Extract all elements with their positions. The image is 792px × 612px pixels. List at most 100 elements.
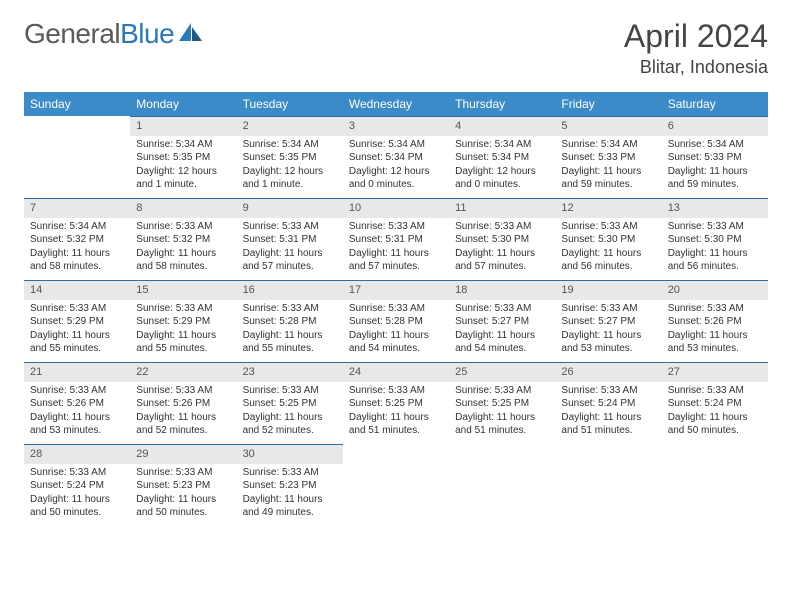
logo-sail-icon (178, 21, 204, 48)
month-title: April 2024 (624, 18, 768, 55)
calendar-cell: 10 Sunrise: 5:33 AMSunset: 5:31 PMDayligh… (343, 198, 449, 280)
logo-text-blue: Blue (120, 18, 174, 49)
sunset-text: Sunset: 5:34 PM (349, 151, 443, 165)
weekday-header: Saturday (662, 92, 768, 116)
sunrise-text: Sunrise: 5:33 AM (349, 302, 443, 316)
daylight-text: Daylight: 11 hours and 59 minutes. (561, 165, 655, 192)
sunrise-text: Sunrise: 5:33 AM (668, 220, 762, 234)
sunset-text: Sunset: 5:30 PM (455, 233, 549, 247)
daylight-text: Daylight: 11 hours and 52 minutes. (243, 411, 337, 438)
sunset-text: Sunset: 5:31 PM (349, 233, 443, 247)
day-body: Sunrise: 5:33 AMSunset: 5:29 PMDaylight:… (130, 300, 236, 360)
day-number: 26 (555, 362, 661, 382)
day-body: Sunrise: 5:34 AMSunset: 5:32 PMDaylight:… (24, 218, 130, 278)
day-body: Sunrise: 5:33 AMSunset: 5:24 PMDaylight:… (24, 464, 130, 524)
daylight-text: Daylight: 11 hours and 55 minutes. (243, 329, 337, 356)
weekday-header: Sunday (24, 92, 130, 116)
sunrise-text: Sunrise: 5:33 AM (243, 384, 337, 398)
daylight-text: Daylight: 11 hours and 50 minutes. (136, 493, 230, 520)
day-number: 24 (343, 362, 449, 382)
location: Blitar, Indonesia (624, 57, 768, 78)
daylight-text: Daylight: 11 hours and 56 minutes. (561, 247, 655, 274)
calendar-cell: 26Sunrise: 5:33 AMSunset: 5:24 PMDayligh… (555, 362, 661, 444)
calendar-week: 1Sunrise: 5:34 AMSunset: 5:35 PMDaylight… (24, 116, 768, 198)
calendar-cell: 12Sunrise: 5:33 AMSunset: 5:30 PMDayligh… (555, 198, 661, 280)
sunset-text: Sunset: 5:29 PM (30, 315, 124, 329)
daylight-text: Daylight: 11 hours and 54 minutes. (455, 329, 549, 356)
sunrise-text: Sunrise: 5:34 AM (455, 138, 549, 152)
day-body: Sunrise: 5:33 AMSunset: 5:26 PMDaylight:… (662, 300, 768, 360)
calendar-cell: 18Sunrise: 5:33 AMSunset: 5:27 PMDayligh… (449, 280, 555, 362)
day-body: Sunrise: 5:33 AMSunset: 5:31 PMDaylight:… (237, 218, 343, 278)
day-body: Sunrise: 5:33 AMSunset: 5:27 PMDaylight:… (449, 300, 555, 360)
weekday-header: Wednesday (343, 92, 449, 116)
sunset-text: Sunset: 5:27 PM (455, 315, 549, 329)
calendar-cell: 6Sunrise: 5:34 AMSunset: 5:33 PMDaylight… (662, 116, 768, 198)
sunset-text: Sunset: 5:25 PM (243, 397, 337, 411)
calendar-cell: 13Sunrise: 5:33 AMSunset: 5:30 PMDayligh… (662, 198, 768, 280)
daylight-text: Daylight: 11 hours and 59 minutes. (668, 165, 762, 192)
calendar-cell: 21Sunrise: 5:33 AMSunset: 5:26 PMDayligh… (24, 362, 130, 444)
day-number: 5 (555, 116, 661, 136)
day-number: 10 (343, 198, 449, 218)
day-body: Sunrise: 5:33 AMSunset: 5:32 PMDaylight:… (130, 218, 236, 278)
calendar-week: 28Sunrise: 5:33 AMSunset: 5:24 PMDayligh… (24, 444, 768, 526)
sunrise-text: Sunrise: 5:33 AM (30, 302, 124, 316)
sunrise-text: Sunrise: 5:34 AM (349, 138, 443, 152)
calendar-cell (555, 444, 661, 526)
day-body: Sunrise: 5:34 AMSunset: 5:33 PMDaylight:… (662, 136, 768, 196)
sunset-text: Sunset: 5:28 PM (349, 315, 443, 329)
day-number: 2 (237, 116, 343, 136)
day-number: 13 (662, 198, 768, 218)
calendar-cell: 2 Sunrise: 5:34 AMSunset: 5:35 PMDaylight… (237, 116, 343, 198)
calendar-week: 7Sunrise: 5:34 AMSunset: 5:32 PMDaylight… (24, 198, 768, 280)
calendar-cell: 16Sunrise: 5:33 AMSunset: 5:28 PMDayligh… (237, 280, 343, 362)
daylight-text: Daylight: 11 hours and 52 minutes. (136, 411, 230, 438)
daylight-text: Daylight: 12 hours and 1 minute. (136, 165, 230, 192)
daylight-text: Daylight: 11 hours and 49 minutes. (243, 493, 337, 520)
sunset-text: Sunset: 5:35 PM (243, 151, 337, 165)
sunset-text: Sunset: 5:26 PM (668, 315, 762, 329)
sunset-text: Sunset: 5:30 PM (668, 233, 762, 247)
sunrise-text: Sunrise: 5:33 AM (136, 466, 230, 480)
calendar-cell (449, 444, 555, 526)
day-number: 20 (662, 280, 768, 300)
daylight-text: Daylight: 12 hours and 0 minutes. (349, 165, 443, 192)
day-number: 6 (662, 116, 768, 136)
calendar-cell: 29Sunrise: 5:33 AMSunset: 5:23 PMDayligh… (130, 444, 236, 526)
sunrise-text: Sunrise: 5:33 AM (136, 302, 230, 316)
sunset-text: Sunset: 5:25 PM (349, 397, 443, 411)
calendar-week: 21Sunrise: 5:33 AMSunset: 5:26 PMDayligh… (24, 362, 768, 444)
day-body: Sunrise: 5:33 AMSunset: 5:25 PMDaylight:… (237, 382, 343, 442)
sunset-text: Sunset: 5:35 PM (136, 151, 230, 165)
calendar-cell (24, 116, 130, 198)
sunrise-text: Sunrise: 5:33 AM (243, 220, 337, 234)
day-number: 28 (24, 444, 130, 464)
title-block: April 2024 Blitar, Indonesia (624, 18, 768, 78)
day-number: 21 (24, 362, 130, 382)
sunrise-text: Sunrise: 5:33 AM (349, 220, 443, 234)
sunrise-text: Sunrise: 5:33 AM (30, 466, 124, 480)
calendar-cell: 4Sunrise: 5:34 AMSunset: 5:34 PMDaylight… (449, 116, 555, 198)
calendar-cell: 22Sunrise: 5:33 AMSunset: 5:26 PMDayligh… (130, 362, 236, 444)
sunset-text: Sunset: 5:33 PM (668, 151, 762, 165)
daylight-text: Daylight: 11 hours and 58 minutes. (136, 247, 230, 274)
calendar-cell: 25Sunrise: 5:33 AMSunset: 5:25 PMDayligh… (449, 362, 555, 444)
daylight-text: Daylight: 11 hours and 57 minutes. (349, 247, 443, 274)
sunset-text: Sunset: 5:23 PM (243, 479, 337, 493)
calendar-cell: 15Sunrise: 5:33 AMSunset: 5:29 PMDayligh… (130, 280, 236, 362)
sunset-text: Sunset: 5:24 PM (30, 479, 124, 493)
sunset-text: Sunset: 5:34 PM (455, 151, 549, 165)
day-number: 22 (130, 362, 236, 382)
daylight-text: Daylight: 11 hours and 54 minutes. (349, 329, 443, 356)
sunrise-text: Sunrise: 5:33 AM (561, 220, 655, 234)
calendar-cell (662, 444, 768, 526)
day-number: 27 (662, 362, 768, 382)
sunrise-text: Sunrise: 5:33 AM (561, 384, 655, 398)
sunrise-text: Sunrise: 5:34 AM (243, 138, 337, 152)
calendar-cell: 19Sunrise: 5:33 AMSunset: 5:27 PMDayligh… (555, 280, 661, 362)
daylight-text: Daylight: 12 hours and 1 minute. (243, 165, 337, 192)
day-body: Sunrise: 5:33 AMSunset: 5:24 PMDaylight:… (555, 382, 661, 442)
calendar-cell: 11Sunrise: 5:33 AMSunset: 5:30 PMDayligh… (449, 198, 555, 280)
daylight-text: Daylight: 11 hours and 53 minutes. (30, 411, 124, 438)
